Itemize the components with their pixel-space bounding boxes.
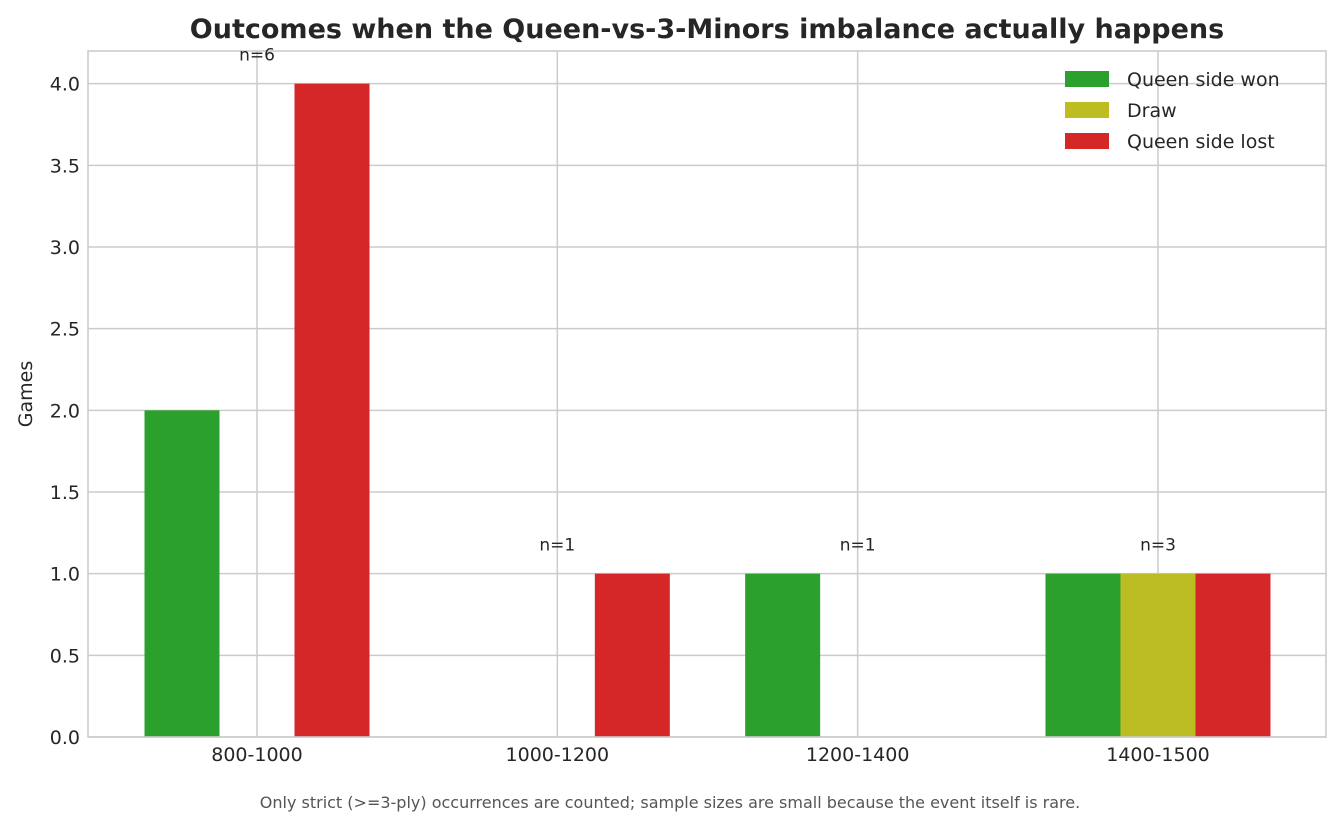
y-tick-label: 2.5 [50,319,80,341]
sample-size-label: n=6 [239,46,275,66]
legend-swatch [1065,133,1109,149]
y-tick-label: 1.0 [50,564,80,586]
x-tick-label: 1400-1500 [1106,744,1210,766]
x-tick-label: 1200-1400 [806,744,910,766]
y-tick-label: 3.0 [50,237,80,259]
bar-queen-side-lost [294,83,370,737]
y-axis-label: Games [15,361,37,427]
legend-label: Queen side won [1127,69,1280,91]
bar-queen-side-won [1045,573,1121,737]
y-tick-label: 4.0 [50,74,80,96]
chart-caption: Only strict (>=3-ply) occurrences are co… [260,793,1080,812]
bar-queen-side-won [745,573,821,737]
y-tick-label: 0.5 [50,645,80,667]
bars [144,83,1271,737]
sample-size-label: n=1 [840,536,876,556]
sample-size-label: n=3 [1140,536,1176,556]
legend: Queen side won Draw Queen side lost [1065,69,1280,153]
y-tick-label: 0.0 [50,727,80,749]
x-tick-label: 800-1000 [211,744,302,766]
legend-label: Queen side lost [1127,131,1275,153]
x-ticks: 800-1000 1000-1200 1200-1400 1400-1500 [211,744,1210,766]
legend-label: Draw [1127,100,1177,122]
bar-draw [1120,573,1196,737]
sample-size-label: n=1 [539,536,575,556]
y-tick-label: 3.5 [50,155,80,177]
y-tick-label: 1.5 [50,482,80,504]
x-tick-label: 1000-1200 [506,744,610,766]
plot-frame [87,50,1327,738]
legend-swatch [1065,102,1109,118]
chart-title: Outcomes when the Queen-vs-3-Minors imba… [190,14,1224,45]
bar-queen-side-lost [1195,573,1271,737]
legend-swatch [1065,71,1109,87]
bar-queen-side-lost [594,573,670,737]
y-ticks: 0.0 0.5 1.0 1.5 2.0 2.5 3.0 3.5 4.0 [50,74,80,749]
y-tick-label: 2.0 [50,400,80,422]
sample-size-annotations: n=6 n=1 n=1 n=3 [239,46,1176,556]
bar-queen-side-won [144,410,220,737]
